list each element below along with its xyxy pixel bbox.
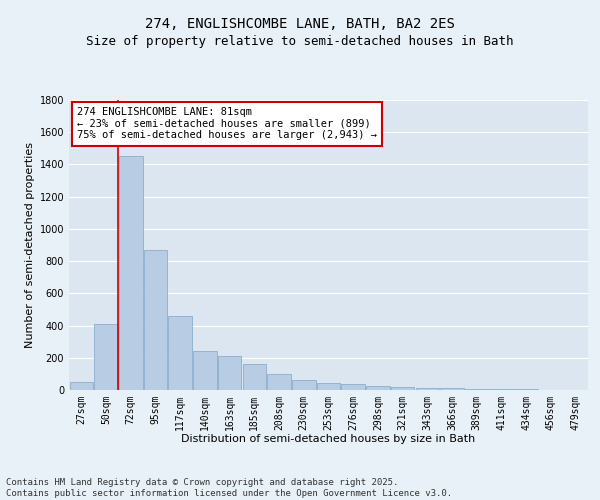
- Bar: [317, 383, 340, 390]
- Bar: [70, 382, 93, 390]
- Bar: [341, 384, 365, 390]
- Bar: [416, 388, 439, 390]
- Bar: [490, 389, 513, 390]
- Bar: [144, 250, 167, 390]
- Bar: [391, 387, 415, 390]
- Bar: [169, 316, 192, 390]
- Bar: [465, 388, 488, 390]
- X-axis label: Distribution of semi-detached houses by size in Bath: Distribution of semi-detached houses by …: [181, 434, 476, 444]
- Bar: [366, 386, 389, 390]
- Text: 274, ENGLISHCOMBE LANE, BATH, BA2 2ES: 274, ENGLISHCOMBE LANE, BATH, BA2 2ES: [145, 18, 455, 32]
- Bar: [440, 388, 464, 390]
- Bar: [94, 324, 118, 390]
- Bar: [242, 364, 266, 390]
- Bar: [268, 374, 291, 390]
- Y-axis label: Number of semi-detached properties: Number of semi-detached properties: [25, 142, 35, 348]
- Text: Contains HM Land Registry data © Crown copyright and database right 2025.
Contai: Contains HM Land Registry data © Crown c…: [6, 478, 452, 498]
- Bar: [292, 380, 316, 390]
- Bar: [218, 356, 241, 390]
- Bar: [193, 352, 217, 390]
- Text: 274 ENGLISHCOMBE LANE: 81sqm
← 23% of semi-detached houses are smaller (899)
75%: 274 ENGLISHCOMBE LANE: 81sqm ← 23% of se…: [77, 108, 377, 140]
- Bar: [119, 156, 143, 390]
- Text: Size of property relative to semi-detached houses in Bath: Size of property relative to semi-detach…: [86, 35, 514, 48]
